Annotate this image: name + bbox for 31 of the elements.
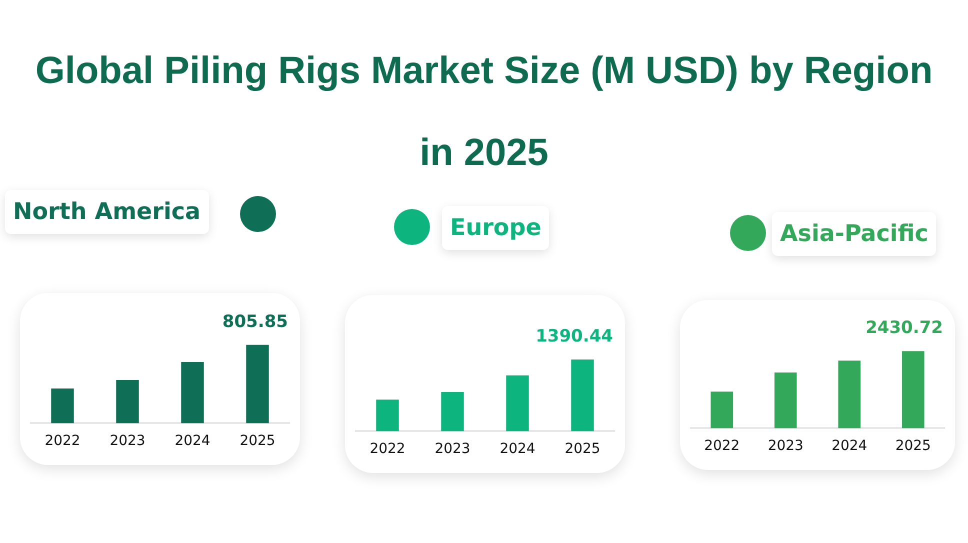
data-label: 1390.44 [536,326,614,346]
bar [441,392,464,432]
x-tick-label: 2022 [370,441,406,458]
bar [181,362,204,424]
x-tick-label: 2023 [110,433,146,450]
x-tick-label: 2023 [768,438,804,454]
bar [710,392,734,428]
x-tick-label: 2025 [564,441,600,458]
bar [376,400,399,432]
x-tick-label: 2025 [240,433,276,450]
bar [506,375,529,432]
chart-title: North America [5,190,209,234]
x-tick-label: 2022 [44,433,80,450]
bar [902,351,924,428]
text: Global Piling Rigs Market Size (M USD) by Region in 2025 [34,49,934,176]
x-tick-label: 2023 [434,441,470,458]
x-tick-label: 2025 [895,438,931,454]
bar [838,360,861,428]
x-tick-label: 2024 [832,438,868,454]
bar [571,359,594,432]
bar [51,388,74,424]
chart-title: Europe [442,206,550,250]
bar [246,344,269,424]
bar [116,380,139,424]
bar [774,372,797,428]
chart-title: Asia-Pacific [772,212,936,256]
x-tick-label: 2022 [704,438,740,454]
data-label: 805.85 [222,312,288,332]
x-tick-label: 2024 [500,441,536,458]
x-tick-label: 2024 [174,433,210,450]
data-label: 2430.72 [866,318,944,338]
